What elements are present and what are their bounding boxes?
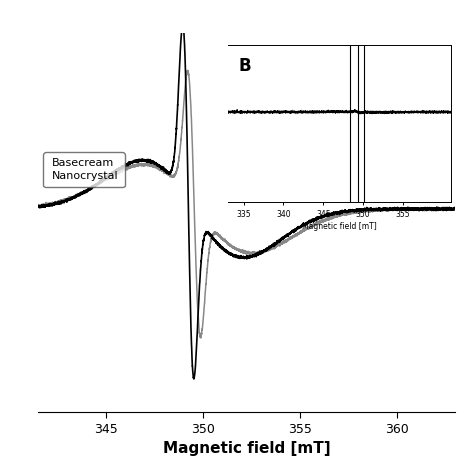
X-axis label: Magnetic field [mT]: Magnetic field [mT] xyxy=(163,441,330,456)
Legend: Basecream, Nanocrystal: Basecream, Nanocrystal xyxy=(44,153,125,187)
